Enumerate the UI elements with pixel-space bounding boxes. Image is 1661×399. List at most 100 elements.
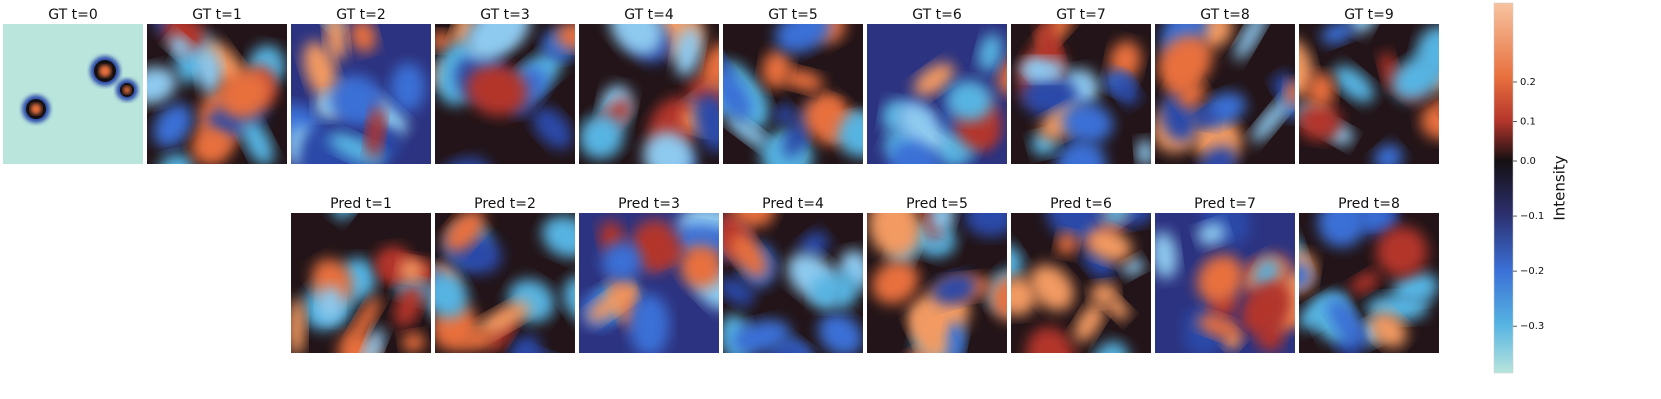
- blob: [1320, 24, 1355, 45]
- blob: [158, 153, 194, 164]
- blob: [723, 277, 755, 306]
- heatmap-image: [1155, 24, 1295, 164]
- blob: [913, 62, 955, 97]
- panel-title: GT t=4: [624, 7, 674, 23]
- blob: [1199, 146, 1237, 164]
- blob: [1029, 264, 1075, 311]
- blob: [609, 24, 664, 56]
- blob: [1420, 99, 1439, 140]
- blob: [1073, 303, 1105, 343]
- heatmap-image: [579, 24, 719, 164]
- blob: [1350, 271, 1380, 294]
- blob: [325, 24, 347, 62]
- blob: [348, 296, 381, 347]
- blob: [1091, 341, 1130, 353]
- blob: [731, 319, 791, 353]
- heatmap-image: [1299, 213, 1439, 353]
- blob: [394, 284, 423, 328]
- blob: [1197, 254, 1244, 304]
- blob: [868, 213, 921, 258]
- blob: [1299, 261, 1312, 290]
- tick-label: 0.2: [1520, 77, 1536, 88]
- blob: [556, 24, 575, 50]
- blob: [799, 231, 829, 259]
- blob: [1348, 24, 1377, 34]
- blob: [1376, 226, 1428, 278]
- heatmap-panel: [291, 24, 431, 164]
- blob: [871, 260, 919, 305]
- blob: [1251, 97, 1290, 143]
- blob: [1436, 96, 1471, 134]
- blob: [730, 233, 768, 278]
- heatmap-image: [1155, 213, 1295, 353]
- panel-title: GT t=1: [192, 7, 241, 23]
- blob: [435, 271, 469, 319]
- blob: [838, 112, 863, 158]
- blob: [366, 105, 385, 159]
- blob: [191, 128, 232, 164]
- blob: [350, 24, 377, 53]
- blob: [1157, 35, 1213, 90]
- blob: [303, 41, 338, 99]
- blob: [997, 55, 1007, 96]
- heatmap-image: [1011, 24, 1151, 164]
- blob: [1197, 314, 1240, 339]
- blob: [674, 27, 702, 77]
- blob: [1299, 102, 1341, 141]
- blob: [672, 224, 719, 257]
- panel-title: Pred t=8: [1338, 196, 1400, 212]
- blob: [1197, 222, 1227, 246]
- blob-core: [98, 64, 112, 78]
- blob: [1102, 213, 1131, 226]
- blob: [891, 140, 943, 164]
- blob: [153, 103, 193, 148]
- panel-title: GT t=0: [48, 7, 97, 23]
- heatmap-panel: [1011, 213, 1151, 353]
- panel-title: GT t=9: [1344, 7, 1393, 23]
- heatmap-panel: [1299, 213, 1439, 353]
- panel-title: Pred t=4: [762, 196, 824, 212]
- blob: [444, 213, 485, 252]
- heatmap-image: [723, 213, 863, 353]
- blob: [700, 42, 719, 90]
- heatmap-panel: [1011, 24, 1151, 164]
- heatmap-image: [1299, 24, 1471, 164]
- heatmap-image: [867, 213, 1007, 353]
- heatmap-panel: [723, 24, 863, 164]
- blob: [774, 24, 831, 54]
- blob: [932, 273, 977, 305]
- blob: [147, 66, 177, 105]
- panel-title: Pred t=1: [330, 196, 392, 212]
- blob: [1113, 76, 1139, 106]
- panel-title: Pred t=2: [474, 196, 536, 212]
- panel-title: GT t=2: [336, 7, 385, 23]
- blob: [563, 276, 575, 324]
- heatmap-panel: [435, 24, 575, 164]
- blob: [1191, 107, 1218, 128]
- blob: [167, 35, 192, 58]
- heatmap-panel: [723, 213, 863, 353]
- blob: [532, 107, 573, 149]
- blob: [723, 71, 752, 120]
- blob: [1195, 24, 1233, 48]
- panel-title: GT t=6: [912, 7, 962, 23]
- blob: [318, 285, 343, 322]
- colorbar: [1493, 2, 1514, 374]
- blob: [1306, 72, 1335, 108]
- heatmap-image: [579, 213, 719, 353]
- blob: [435, 31, 454, 52]
- blob: [945, 80, 993, 122]
- blob: [1392, 55, 1439, 101]
- blob: [1021, 75, 1079, 118]
- blob: [977, 33, 1003, 72]
- blob: [390, 62, 426, 113]
- heatmap-image: [291, 213, 431, 353]
- blob: [964, 213, 1007, 237]
- tick-label: −0.3: [1520, 321, 1544, 332]
- blob: [629, 293, 670, 353]
- blob: [879, 163, 904, 164]
- tick-label: −0.2: [1520, 266, 1544, 277]
- blob: [941, 322, 965, 353]
- heatmap-panel: [291, 213, 431, 353]
- blob: [725, 113, 771, 150]
